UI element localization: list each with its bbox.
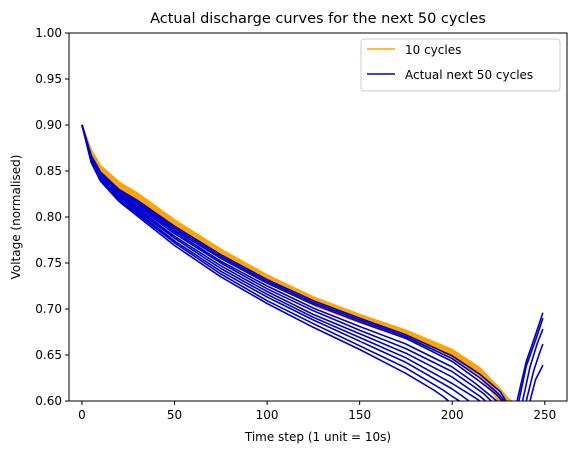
series-line-actual-19 xyxy=(81,124,450,401)
legend: 10 cycles Actual next 50 cycles xyxy=(360,38,561,92)
legend-label-actual: Actual next 50 cycles xyxy=(405,68,533,82)
x-tick-label: 0 xyxy=(78,408,86,422)
x-tick-label: 100 xyxy=(256,408,279,422)
y-tick-label: 0.80 xyxy=(35,210,62,224)
y-tick-label: 0.95 xyxy=(35,72,62,86)
series-line-actual-21 xyxy=(518,317,544,401)
y-tick-label: 0.90 xyxy=(35,118,62,132)
legend-box xyxy=(360,38,561,92)
series-line-actual-22 xyxy=(521,328,544,401)
series-line-actual-16 xyxy=(81,124,481,401)
series-line-actual-20 xyxy=(516,312,544,401)
y-tick-label: 0.70 xyxy=(35,302,62,316)
series-line-actual-12 xyxy=(81,124,503,401)
y-tick-label: 1.00 xyxy=(35,26,62,40)
x-axis-label: Time step (1 unit = 10s) xyxy=(244,430,391,444)
x-tick-label: 250 xyxy=(533,408,556,422)
chart-title: Actual discharge curves for the next 50 … xyxy=(150,11,486,27)
y-tick-label: 0.60 xyxy=(35,394,62,408)
legend-label-history: 10 cycles xyxy=(405,43,461,57)
x-tick-label: 50 xyxy=(167,408,182,422)
series-line-actual-23 xyxy=(525,343,544,401)
series-lines xyxy=(81,124,544,401)
series-line-actual-15 xyxy=(81,124,487,401)
y-tick-label: 0.85 xyxy=(35,164,62,178)
y-axis-ticks: 0.60 0.65 0.70 0.75 0.80 0.85 0.90 0.95 1.00 xyxy=(35,26,69,408)
x-tick-label: 150 xyxy=(348,408,371,422)
series-line-actual-24 xyxy=(529,364,544,401)
x-axis-ticks: 0 50 100 150 200 250 xyxy=(78,401,556,422)
series-line-actual-14 xyxy=(81,124,492,401)
x-tick-label: 200 xyxy=(441,408,464,422)
y-tick-label: 0.65 xyxy=(35,348,62,362)
y-tick-label: 0.75 xyxy=(35,256,62,270)
y-axis-label: Voltage (normalised) xyxy=(9,155,23,280)
